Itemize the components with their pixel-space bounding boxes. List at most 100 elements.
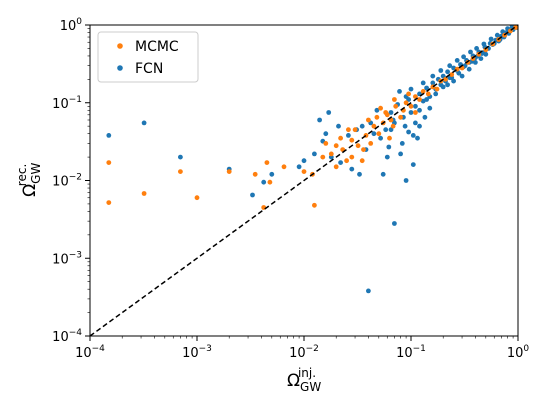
mcmc-point (361, 147, 366, 153)
legend-fcn-marker (117, 65, 123, 71)
mcmc-point (328, 151, 334, 157)
y-axis: 10−4 10−3 10−2 10−1 100 (52, 17, 90, 345)
fcn-point (461, 54, 466, 60)
fcn-point (296, 164, 302, 170)
fcn-point (402, 123, 408, 129)
mcmc-point (387, 135, 392, 141)
mcmc-point (443, 76, 448, 82)
mcmc-point (417, 97, 422, 102)
mcmc-point (392, 97, 397, 102)
fcn-point (438, 68, 444, 73)
fcn-point (388, 127, 394, 133)
legend: MCMC FCN (97, 31, 199, 83)
fcn-point (383, 127, 389, 133)
mcmc-point (349, 154, 355, 160)
fcn-point (336, 123, 341, 129)
mcmc-point (320, 154, 326, 160)
x-axis-label-sup: inj. (298, 366, 316, 380)
fcn-point (483, 51, 489, 57)
fcn-point (500, 29, 506, 35)
x-tick-label: 10−2 (289, 344, 319, 361)
mcmc-point (403, 100, 409, 106)
mcmc-point (513, 25, 518, 30)
fcn-point (447, 63, 453, 69)
fcn-point (451, 78, 456, 84)
mcmc-point (420, 89, 426, 94)
fcn-point (415, 135, 420, 141)
y-axis-label-sup: rec. (15, 164, 29, 186)
mcmc-point (368, 141, 374, 146)
mcmc-point (406, 91, 411, 97)
fcn-point (433, 91, 439, 97)
mcmc-point (383, 110, 389, 115)
fcn-point (451, 65, 456, 71)
fcn-point (417, 107, 422, 113)
legend-mcmc-marker (117, 43, 123, 49)
fcn-point (454, 58, 460, 63)
x-tick-label: 10−1 (396, 344, 426, 361)
fcn-point (424, 85, 429, 91)
mcmc-point (333, 143, 339, 149)
fcn-point (488, 36, 494, 42)
mcmc-point (449, 72, 455, 77)
mcmc-point (376, 131, 382, 137)
mcmc-point (371, 123, 377, 129)
x-axis: 10−4 10−3 10−2 10−1 100 (75, 336, 529, 361)
fcn-point (323, 131, 329, 137)
fcn-point (494, 32, 500, 38)
mcmc-point (398, 114, 403, 120)
x-axis-label: ΩGWinj. (287, 366, 321, 394)
fcn-point (392, 221, 397, 226)
fcn-point (338, 160, 343, 166)
fcn-point (420, 80, 426, 86)
mcmc-point (344, 158, 349, 164)
fcn-point (422, 114, 428, 120)
fcn-point (346, 133, 351, 138)
fcn-point (388, 110, 394, 115)
mcmc-point (226, 169, 232, 175)
fcn-point (357, 171, 362, 177)
mcmc-point (346, 127, 351, 133)
fcn-point (378, 135, 383, 141)
x-tick-label: 100 (507, 344, 530, 361)
mcmc-point (178, 169, 183, 175)
fcn-point (312, 151, 317, 157)
fcn-point (481, 41, 487, 47)
fcn-point (459, 73, 465, 79)
mcmc-point (323, 141, 329, 146)
legend-fcn-label: FCN (135, 61, 163, 77)
fcn-point (403, 178, 409, 183)
fcn-point (427, 105, 433, 111)
mcmc-point (413, 110, 418, 115)
fcn-point (349, 166, 355, 172)
fcn-point (430, 73, 436, 79)
fcn-point (466, 66, 472, 72)
mcmc-point (194, 195, 200, 201)
fcn-point (406, 129, 411, 135)
fcn-point (410, 133, 416, 138)
mcmc-point (338, 135, 343, 141)
mcmc-series (106, 25, 518, 210)
fcn-point (478, 56, 484, 61)
legend-box (97, 31, 199, 83)
x-tick-label: 10−3 (182, 344, 212, 361)
fcn-point (399, 141, 405, 146)
mcmc-point (390, 123, 396, 129)
mcmc-point (106, 200, 112, 206)
y-tick-label: 100 (60, 17, 83, 34)
fcn-point (359, 123, 365, 129)
mcmc-point (378, 105, 383, 111)
y-tick-label: 10−3 (52, 250, 82, 267)
fcn-point (317, 117, 322, 123)
mcmc-point (301, 169, 307, 175)
fcn-point (398, 151, 403, 157)
mcmc-point (349, 137, 355, 143)
fcn-point (374, 107, 380, 113)
y-tick-label: 10−2 (52, 173, 82, 190)
fcn-point (440, 84, 446, 90)
fcn-point (106, 133, 112, 138)
reference-line (89, 24, 519, 337)
fcn-point (473, 60, 478, 65)
fcn-point (380, 171, 386, 177)
mcmc-point (366, 117, 371, 123)
